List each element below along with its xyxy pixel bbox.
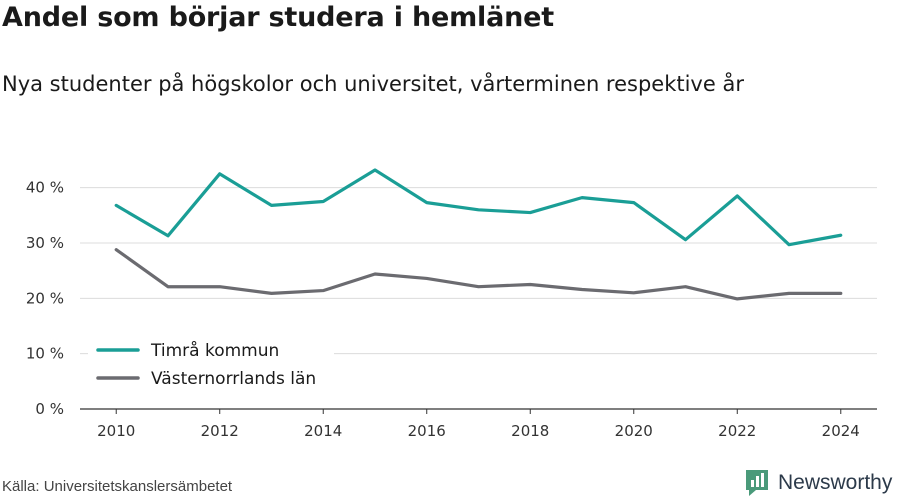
series-lines	[114, 168, 843, 301]
y-tick-label: 10 %	[26, 345, 64, 363]
x-tick-label: 2014	[304, 422, 342, 440]
x-axis: 2010 2012 2014 2016 2018 2020 2022 2024	[80, 408, 877, 440]
brand-logo: Newsworthy	[744, 468, 892, 498]
chart-title: Andel som börjar studera i hemlänet	[2, 2, 554, 33]
legend-label: Västernorrlands län	[151, 369, 316, 389]
source-note: Källa: Universitetskanslersämbetet	[2, 478, 233, 495]
x-tick-label: 2020	[615, 422, 653, 440]
chart-subtitle: Nya studenter på högskolor och universit…	[2, 72, 744, 96]
x-tick-label: 2012	[201, 422, 239, 440]
x-tick-label: 2016	[408, 422, 446, 440]
y-tick-label: 40 %	[26, 179, 64, 197]
y-tick-label: 30 %	[26, 234, 64, 252]
y-tick-label: 20 %	[26, 289, 64, 307]
legend-background	[88, 336, 334, 396]
x-tick-label: 2010	[97, 422, 135, 440]
x-tick-label: 2024	[822, 422, 860, 440]
legend-label: Timrå kommun	[150, 340, 279, 361]
legend: Timrå kommun Västernorrlands län	[88, 336, 334, 396]
series-line-1	[114, 248, 843, 301]
x-tick-label: 2022	[718, 422, 756, 440]
x-tick-label: 2018	[511, 422, 549, 440]
grid-lines	[80, 187, 877, 355]
series-line-0	[114, 168, 843, 247]
y-axis-ticks: 0 % 10 % 20 % 30 % 40 %	[26, 179, 64, 418]
y-tick-label: 0 %	[35, 400, 64, 418]
brand-name: Newsworthy	[778, 471, 893, 494]
newsworthy-logo-icon	[746, 470, 768, 496]
